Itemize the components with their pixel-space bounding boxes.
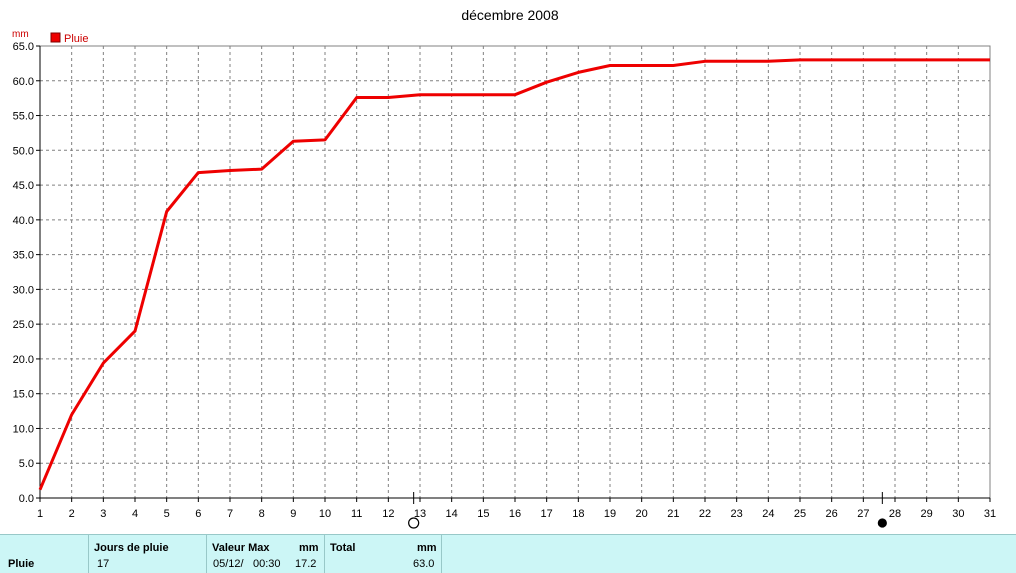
- jours-header: Jours de pluie: [94, 542, 169, 554]
- x-tick-label: 1: [37, 508, 43, 520]
- y-tick-label: 55.0: [13, 111, 34, 123]
- y-tick-label: 25.0: [13, 319, 34, 331]
- max-value: 17.2: [295, 558, 317, 570]
- legend-label: Pluie: [64, 33, 88, 45]
- x-tick-label: 24: [762, 508, 774, 520]
- x-tick-label: 3: [100, 508, 106, 520]
- y-ticks: 0.0 5.0 10.0 15.0 20.0 25.0 30.0 35.0 40.0 45.0 50…: [13, 41, 40, 505]
- x-tick-label: 12: [382, 508, 394, 520]
- y-tick-label: 40.0: [13, 215, 34, 227]
- jours-cell: Jours de pluie 17: [89, 535, 207, 573]
- full-moon-icon: [408, 517, 420, 529]
- max-header: Valeur Max: [212, 542, 270, 554]
- x-tick-label: 16: [509, 508, 521, 520]
- y-tick-label: 20.0: [13, 354, 34, 366]
- y-tick-label: 45.0: [13, 180, 34, 192]
- y-tick-label: 60.0: [13, 76, 34, 88]
- x-tick-label: 26: [826, 508, 838, 520]
- chart-title: décembre 2008: [461, 7, 559, 23]
- x-tick-label: 9: [290, 508, 296, 520]
- x-tick-label: 22: [699, 508, 711, 520]
- rain-chart: décembre 2008 mm Pluie 0.05.010.015.020.…: [12, 7, 996, 529]
- x-tick-label: 25: [794, 508, 806, 520]
- moon-phases: [408, 492, 887, 529]
- y-tick-label: 5.0: [19, 458, 34, 470]
- series-line-pluie: [38, 58, 990, 491]
- max-unit: mm: [299, 542, 319, 554]
- x-tick-label: 6: [195, 508, 201, 520]
- summary-row-label-cell: Pluie: [0, 535, 89, 573]
- total-unit: mm: [417, 542, 437, 554]
- x-tick-label: 20: [636, 508, 648, 520]
- x-tick-label: 30: [952, 508, 964, 520]
- new-moon-icon: [877, 518, 887, 528]
- max-time: 00:30: [253, 558, 281, 570]
- x-tick-label: 31: [984, 508, 996, 520]
- y-tick-label: 65.0: [13, 41, 34, 53]
- x-tick-label: 14: [446, 508, 458, 520]
- x-tick-label: 28: [889, 508, 901, 520]
- x-tick-label: 15: [477, 508, 489, 520]
- x-tick-label: 11: [351, 508, 362, 520]
- x-tick-label: 8: [259, 508, 265, 520]
- legend: Pluie: [50, 32, 88, 45]
- x-tick-label: 5: [164, 508, 170, 520]
- y-tick-label: 35.0: [13, 250, 34, 262]
- x-tick-label: 7: [227, 508, 233, 520]
- x-tick-label: 13: [414, 508, 426, 520]
- y-tick-label: 30.0: [13, 284, 34, 296]
- total-value: 63.0: [413, 558, 435, 570]
- x-tick-label: 23: [731, 508, 743, 520]
- x-ticks: 1 2 3 4 5 6 7 8 9 10 11 12 13 14 15 16 17 18 19 20 21 22 23 24 2…: [37, 498, 996, 520]
- x-tick-label: 18: [572, 508, 584, 520]
- grid: [40, 46, 990, 498]
- x-tick-label: 10: [319, 508, 331, 520]
- jours-value: 17: [97, 558, 110, 570]
- max-date: 05/12/: [213, 558, 244, 570]
- series: [38, 58, 990, 491]
- y-tick-label: 50.0: [13, 145, 34, 157]
- x-tick-label: 29: [921, 508, 933, 520]
- summary-row-label: Pluie: [8, 558, 35, 570]
- x-tick-label: 4: [132, 508, 138, 520]
- y-tick-label: 15.0: [13, 389, 34, 401]
- total-header: Total: [330, 542, 356, 554]
- x-tick-label: 19: [604, 508, 616, 520]
- x-tick-label: 2: [69, 508, 75, 520]
- y-tick-label: 10.0: [13, 423, 34, 435]
- x-tick-label: 17: [541, 508, 553, 520]
- x-tick-label: 27: [857, 508, 869, 520]
- x-tick-label: 21: [667, 508, 679, 520]
- max-cell: Valeur Max mm 05/12/ 00:30 17.2: [207, 535, 325, 573]
- summary-table: Pluie Jours de pluie 17 Valeur Max mm 05…: [0, 534, 1016, 573]
- legend-swatch: [50, 32, 61, 43]
- y-tick-label: 0.0: [19, 493, 34, 505]
- total-cell: Total mm 63.0: [325, 535, 442, 573]
- y-axis-unit: mm: [12, 29, 29, 40]
